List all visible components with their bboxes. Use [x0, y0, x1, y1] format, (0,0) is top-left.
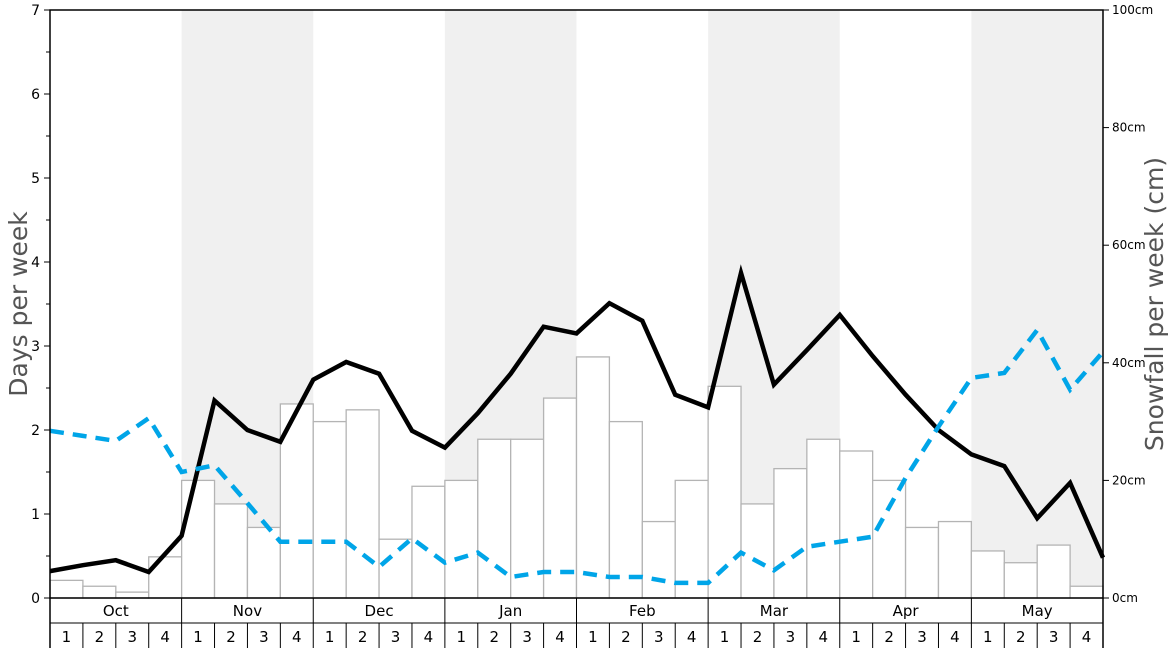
- snowfall-bar: [707, 385, 742, 599]
- week-label: 2: [753, 628, 763, 646]
- axes: 0 1 2 3 4 5 6 7 0cm 20cm 40cm 60cm 80cm 100cm Oct 1 2 3 4 N…: [31, 3, 1153, 648]
- month-label: Mar: [760, 602, 789, 620]
- left-tick-label: 4: [31, 255, 40, 271]
- days-line-solid: [49, 264, 1106, 575]
- week-label: 4: [1082, 628, 1092, 646]
- snowfall-bar: [937, 520, 973, 599]
- snowfall-bar: [148, 556, 183, 599]
- month-label: Dec: [365, 602, 394, 620]
- month-label: Feb: [629, 602, 656, 620]
- week-label: 3: [1049, 628, 1059, 646]
- month-shading: [181, 10, 1103, 598]
- snowfall-bar: [246, 526, 281, 599]
- week-label: 2: [226, 628, 236, 646]
- week-label: 1: [62, 628, 72, 646]
- week-label: 4: [292, 628, 302, 646]
- week-label: 2: [358, 628, 368, 646]
- week-label: 4: [160, 628, 170, 646]
- week-label: 2: [621, 628, 631, 646]
- week-label: 2: [1016, 628, 1026, 646]
- right-tick-label: 0cm: [1112, 591, 1138, 605]
- week-label: 1: [720, 628, 730, 646]
- snowfall-bar: [1036, 544, 1071, 599]
- snowfall-bar: [378, 538, 413, 599]
- days-line-dashed: [49, 325, 1105, 586]
- snowfall-bar: [839, 450, 874, 599]
- week-label: 1: [193, 628, 203, 646]
- left-tick-label: 1: [31, 507, 40, 523]
- snowfall-bar: [115, 591, 150, 599]
- snowfall-bar: [345, 409, 380, 599]
- snowfall-bar: [444, 479, 479, 599]
- snowfall-bar: [49, 579, 84, 599]
- month-label: Oct: [103, 602, 129, 620]
- week-label: 2: [884, 628, 894, 646]
- week-label: 1: [588, 628, 598, 646]
- week-label: 1: [983, 628, 993, 646]
- snowfall-bar: [1003, 562, 1038, 599]
- snowfall-bar: [773, 467, 808, 599]
- month-label: Nov: [233, 602, 262, 620]
- week-label: 3: [391, 628, 401, 646]
- week-label: 4: [687, 628, 697, 646]
- week-label: 4: [819, 628, 829, 646]
- snowfall-bar: [82, 585, 117, 599]
- snowfall-bar: [213, 503, 249, 599]
- week-label: 3: [917, 628, 927, 646]
- snowfall-bar: [312, 420, 347, 599]
- month-label: Jan: [498, 602, 522, 620]
- left-tick-label: 7: [31, 3, 40, 19]
- snowfall-bar: [872, 479, 907, 599]
- snowfall-bar: [1069, 585, 1104, 599]
- right-axis-label: Snowfall per week (cm): [1140, 157, 1168, 451]
- snowfall-bar: [279, 403, 314, 599]
- snowfall-bar: [608, 420, 643, 599]
- series-lines: [49, 264, 1106, 586]
- left-tick-label: 6: [31, 87, 40, 103]
- week-label: 3: [522, 628, 532, 646]
- left-tick-label: 5: [31, 171, 40, 187]
- left-tick-label: 2: [31, 423, 40, 439]
- week-label: 4: [950, 628, 960, 646]
- snowfall-bar: [575, 356, 611, 599]
- right-tick-label: 80cm: [1112, 121, 1146, 135]
- month-label: Apr: [893, 602, 920, 620]
- week-label: 3: [127, 628, 137, 646]
- snowfall-bar: [740, 503, 775, 599]
- week-label: 4: [424, 628, 434, 646]
- snowfall-bar: [542, 397, 578, 599]
- snowfall-bar: [806, 438, 841, 599]
- snowfall-bar: [970, 550, 1005, 599]
- week-label: 1: [457, 628, 467, 646]
- week-label: 2: [95, 628, 105, 646]
- week-label: 1: [851, 628, 861, 646]
- snowfall-bars: [49, 356, 1104, 599]
- left-tick-label: 3: [31, 339, 40, 355]
- week-label: 2: [489, 628, 499, 646]
- right-tick-label: 20cm: [1112, 473, 1146, 487]
- snowfall-bar: [641, 520, 676, 599]
- right-tick-label: 100cm: [1112, 3, 1153, 17]
- month-band-may: [971, 10, 1103, 598]
- snowfall-bar: [674, 479, 709, 599]
- month-label: May: [1022, 602, 1053, 620]
- left-tick-label: 0: [31, 591, 40, 607]
- left-axis-label: Days per week: [4, 211, 33, 397]
- right-tick-label: 40cm: [1112, 356, 1146, 370]
- week-label: 1: [325, 628, 335, 646]
- week-label: 3: [786, 628, 796, 646]
- snowfall-bar: [904, 526, 940, 599]
- snowfall-bar: [180, 479, 216, 599]
- week-label: 4: [555, 628, 565, 646]
- right-tick-label: 60cm: [1112, 238, 1146, 252]
- week-label: 3: [654, 628, 664, 646]
- week-label: 3: [259, 628, 269, 646]
